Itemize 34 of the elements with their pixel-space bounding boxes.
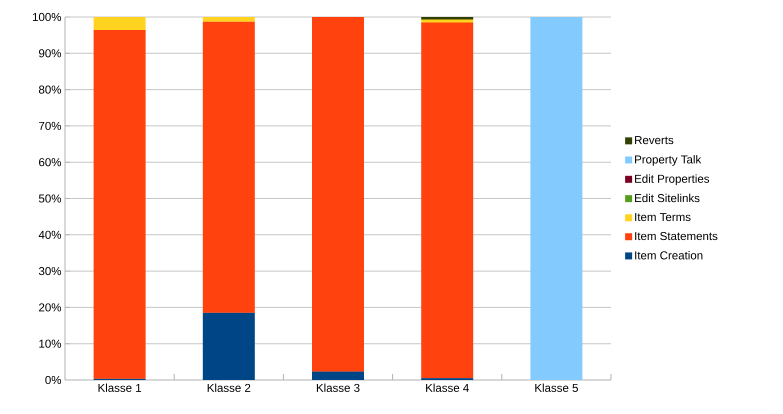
legend-label: Item Statements: [635, 232, 718, 240]
x-tick-label: Klasse 1: [98, 384, 142, 392]
y-tick-label: 50%: [38, 194, 62, 203]
legend-label: Reverts: [635, 136, 674, 144]
bar: [421, 16, 474, 20]
y-tick-label: 80%: [38, 86, 62, 94]
bar: [94, 16, 146, 30]
legend-label: Item Terms: [635, 213, 691, 222]
bar: [312, 16, 364, 372]
x-tick-label: Klasse 4: [426, 384, 469, 392]
y-tick-label: 100%: [32, 12, 62, 22]
legend-label: Property Talk: [635, 155, 702, 166]
y-tick-label: 0%: [45, 376, 62, 384]
x-tick-label: Klasse 5: [535, 384, 578, 392]
y-tick-label: 40%: [38, 230, 62, 239]
y-tick-label: 60%: [39, 158, 62, 166]
bar: [202, 22, 255, 313]
y-tick-label: 20%: [39, 303, 62, 312]
bar: [530, 16, 582, 380]
bar: [202, 312, 255, 380]
bar: [94, 30, 146, 379]
x-tick-label: Klasse 2: [208, 384, 250, 392]
bar: [202, 16, 255, 22]
y-tick-label: 90%: [38, 49, 62, 58]
legend-label: Edit Properties: [635, 174, 710, 186]
bar: [421, 20, 474, 22]
y-tick-label: 10%: [39, 340, 62, 348]
bar: [421, 22, 474, 378]
legend-label: Edit Sitelinks: [635, 194, 700, 202]
y-tick-label: 30%: [38, 267, 62, 276]
legend-label: Item Creation: [635, 251, 702, 260]
bar: [312, 372, 364, 380]
y-tick-label: 70%: [39, 122, 62, 130]
x-tick-label: Klasse 3: [316, 384, 360, 392]
